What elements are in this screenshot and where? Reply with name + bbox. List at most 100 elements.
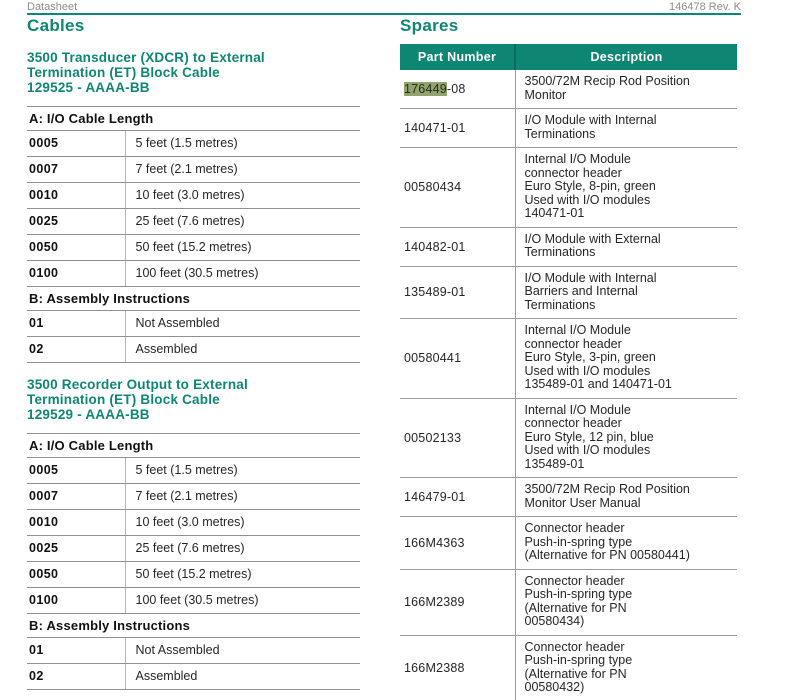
spares-header-row: Part Number Description [400,44,737,70]
part-number-cell: 00580441 [400,318,515,399]
cable-table-1: A: I/O Cable Length 0005 5 feet (1.5 met… [27,106,360,363]
code-cell: 0100 [27,587,125,614]
part-number-cell: 135489-01 [400,266,515,319]
code-cell: 0005 [27,457,125,484]
spares-title: Spares [400,16,459,35]
table-row: 0025 25 feet (7.6 metres) [27,535,360,562]
part-number-cell: 166M4363 [400,516,515,570]
desc-cell: 50 feet (15.2 metres) [124,561,360,588]
table-row: 00502133 Internal I/O Module connector h… [400,398,737,478]
desc-cell: Not Assembled [124,310,360,337]
header-rule [27,13,741,15]
cable-section-heading: 3500 Transducer (XDCR) to External Termi… [27,50,265,95]
table-row: 166M4363 Connector header Push-in-spring… [400,516,737,570]
table-row: 140482-01 I/O Module with External Termi… [400,227,737,267]
table-row: 135489-01 I/O Module with Internal Barri… [400,266,737,319]
table-row: 0005 5 feet (1.5 metres) [27,130,360,157]
desc-cell: 7 feet (2.1 metres) [124,483,360,510]
desc-cell: 50 feet (15.2 metres) [124,234,360,261]
table-section-header-row: B: Assembly Instructions [27,286,360,311]
table-row: 00580434 Internal I/O Module connector h… [400,147,737,228]
desc-cell: 25 feet (7.6 metres) [124,208,360,235]
assembly-header: B: Assembly Instructions [27,286,360,311]
table-section-header-row: A: I/O Cable Length [27,433,360,458]
table-row: 0100 100 feet (30.5 metres) [27,587,360,614]
part-number-cell: 00580434 [400,147,515,228]
table-row: 140471-01 I/O Module with Internal Termi… [400,108,737,148]
doc-type-label: Datasheet [27,1,78,13]
assembly-header: B: Assembly Instructions [27,613,360,638]
code-cell: 0010 [27,509,125,536]
code-cell: 0010 [27,182,125,209]
description-cell: I/O Module with External Terminations [514,227,737,267]
description-cell: I/O Module with Internal Barriers and In… [514,266,737,319]
desc-cell: 5 feet (1.5 metres) [124,457,360,484]
spares-table: Part Number Description 176449-08 3500/7… [400,44,737,700]
table-row: 00580441 Internal I/O Module connector h… [400,318,737,399]
part-number-suffix: -08 [446,82,466,96]
desc-cell: 25 feet (7.6 metres) [124,535,360,562]
table-row: 01 Not Assembled [27,310,360,337]
desc-cell: 7 feet (2.1 metres) [124,156,360,183]
part-number-cell: 146479-01 [400,477,515,517]
code-cell: 0007 [27,483,125,510]
table-section-header-row: A: I/O Cable Length [27,106,360,131]
desc-cell: 10 feet (3.0 metres) [124,509,360,536]
search-highlight: 176449 [404,82,447,96]
table-row: 0100 100 feet (30.5 metres) [27,260,360,287]
col-header-description: Description [514,44,737,70]
desc-cell: Not Assembled [124,637,360,664]
table-row: 02 Assembled [27,663,360,690]
code-cell: 0007 [27,156,125,183]
spares-column: Spares Part Number Description 176449-08… [400,16,737,700]
code-cell: 0025 [27,208,125,235]
desc-cell: 5 feet (1.5 metres) [124,130,360,157]
description-cell: Internal I/O Module connector header Eur… [514,318,737,399]
cable-section-heading: 3500 Recorder Output to External Termina… [27,377,248,422]
desc-cell: Assembled [124,663,360,690]
description-cell: 3500/72M Recip Rod Position Monitor User… [514,477,737,517]
desc-cell: 100 feet (30.5 metres) [124,587,360,614]
table-row: 0007 7 feet (2.1 metres) [27,483,360,510]
cable-table-2: A: I/O Cable Length 0005 5 feet (1.5 met… [27,433,360,690]
part-number-cell: 140471-01 [400,108,515,148]
cables-title: Cables [27,16,85,35]
table-row: 0050 50 feet (15.2 metres) [27,234,360,261]
description-cell: Connector header Push-in-spring type (Al… [514,516,737,570]
description-cell: 3500/72M Recip Rod Position Monitor [514,70,737,109]
part-number-cell: 176449-08 [400,70,515,109]
table-row: 0050 50 feet (15.2 metres) [27,561,360,588]
table-row: 0010 10 feet (3.0 metres) [27,182,360,209]
length-header: A: I/O Cable Length [27,106,360,131]
part-number-cell: 166M2389 [400,569,515,636]
code-cell: 01 [27,637,125,664]
code-cell: 0100 [27,260,125,287]
length-header: A: I/O Cable Length [27,433,360,458]
col-header-part-number: Part Number [400,44,515,70]
code-cell: 0050 [27,234,125,261]
table-row: 01 Not Assembled [27,637,360,664]
part-number-cell: 00502133 [400,398,515,478]
description-cell: I/O Module with Internal Terminations [514,108,737,148]
code-cell: 02 [27,336,125,363]
description-cell: Internal I/O Module connector header Eur… [514,147,737,228]
table-row: 146479-01 3500/72M Recip Rod Position Mo… [400,477,737,517]
table-row: 176449-08 3500/72M Recip Rod Position Mo… [400,70,737,109]
part-number-cell: 166M2388 [400,635,515,700]
desc-cell: Assembled [124,336,360,363]
desc-cell: 100 feet (30.5 metres) [124,260,360,287]
table-row: 0005 5 feet (1.5 metres) [27,457,360,484]
desc-cell: 10 feet (3.0 metres) [124,182,360,209]
table-row: 0007 7 feet (2.1 metres) [27,156,360,183]
part-number-cell: 140482-01 [400,227,515,267]
description-cell: Internal I/O Module connector header Eur… [514,398,737,478]
table-row: 166M2389 Connector header Push-in-spring… [400,569,737,636]
table-row: 166M2388 Connector header Push-in-spring… [400,635,737,700]
doc-number-label: 146478 Rev. K [669,1,741,13]
code-cell: 02 [27,663,125,690]
description-cell: Connector header Push-in-spring type (Al… [514,635,737,700]
code-cell: 0025 [27,535,125,562]
code-cell: 01 [27,310,125,337]
code-cell: 0050 [27,561,125,588]
